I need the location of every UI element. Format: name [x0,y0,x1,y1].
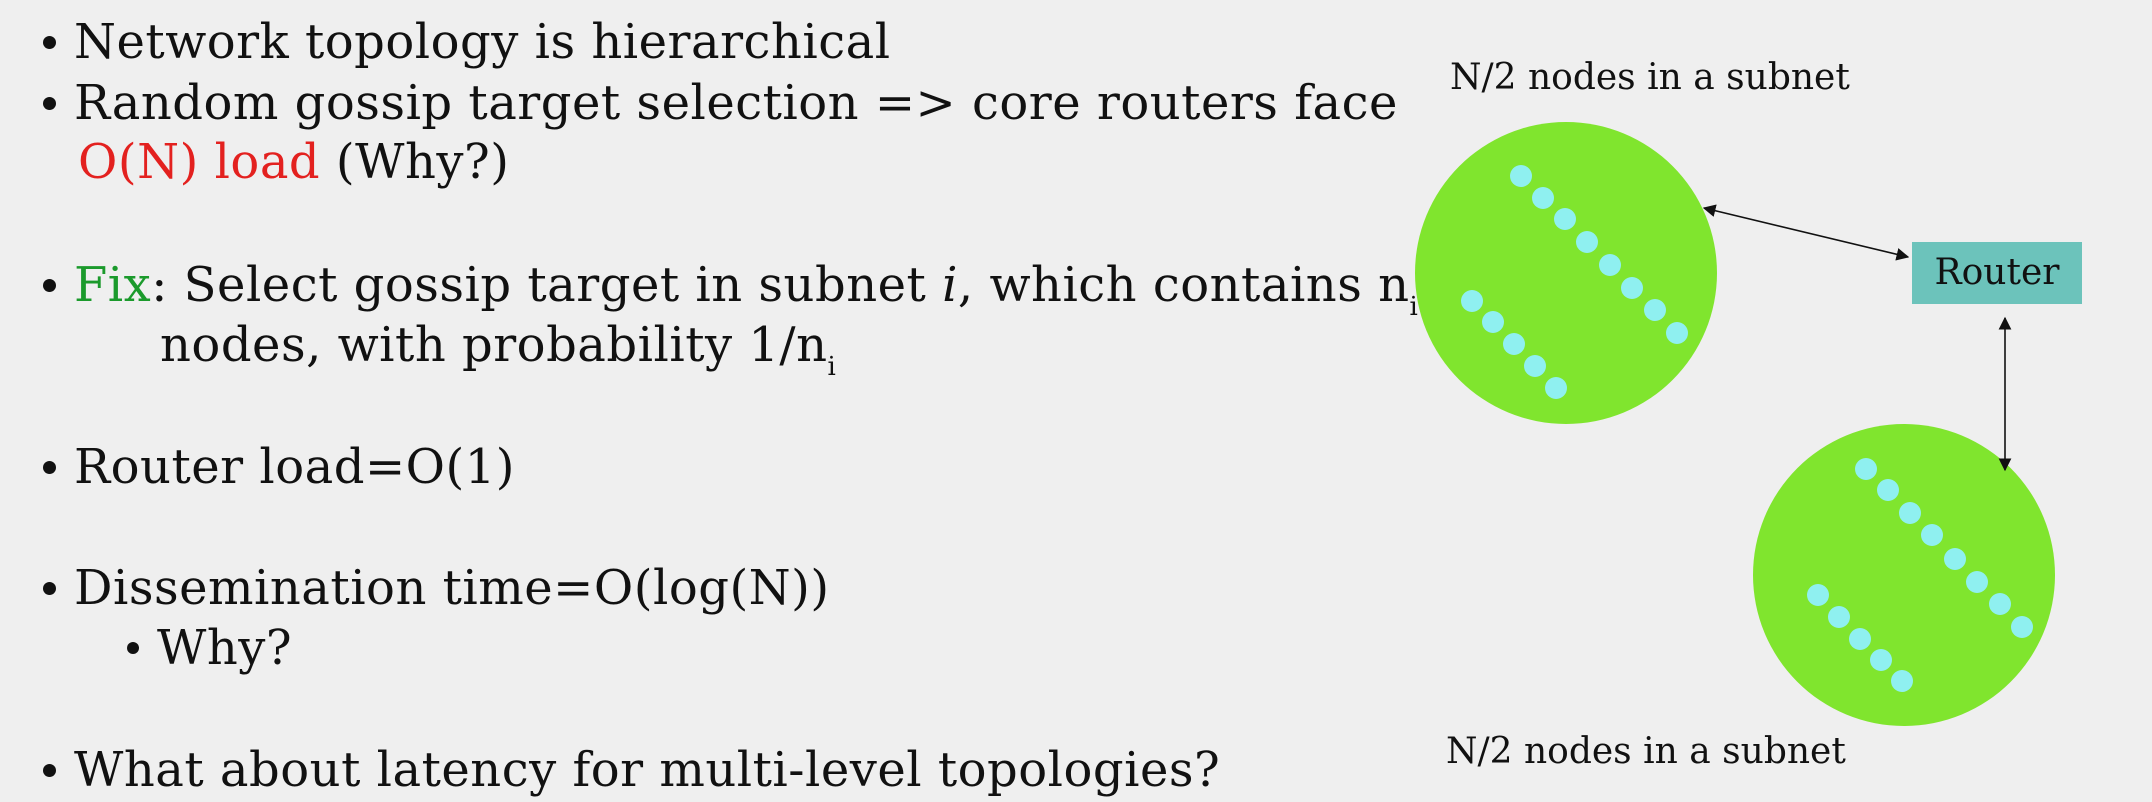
node [1576,231,1598,253]
bullet-dot [43,764,56,777]
node [1891,670,1913,692]
bullet-dot [43,461,56,474]
node [1828,606,1850,628]
node [1644,299,1666,321]
node [1849,628,1871,650]
node [1510,165,1532,187]
fix-line2-text: nodes, with probability 1/n [160,317,828,373]
node [1877,479,1899,501]
fix-line2-subscript: i [827,352,837,382]
node [1621,277,1643,299]
sub-bullet-dot [127,642,139,654]
bullet-random-gossip-cont: O(N) load (Why?) [78,132,509,192]
node [1666,322,1688,344]
on-load-highlight: O(N) load [78,134,321,190]
sub-bullet-why-text: Why? [157,620,293,676]
sub-bullet-why: Why? [157,618,292,678]
fix-highlight: Fix [74,257,152,313]
node [1482,311,1504,333]
node [1944,548,1966,570]
node [1899,502,1921,524]
bottom-subnet-nodes [1807,458,2033,692]
router-label: Router [1934,252,2060,293]
bullet-latency: What about latency for multi-level topol… [74,740,1220,800]
bullet-random-gossip-text: Random gossip target selection => core r… [74,75,1398,131]
top-subnet-nodes [1461,165,1688,399]
node [1532,187,1554,209]
node [1545,377,1567,399]
node [1599,254,1621,276]
bullet-topology: Network topology is hierarchical [74,12,891,72]
fix-subnet-i: i [942,257,958,313]
node [1807,584,1829,606]
latency-text: What about latency for multi-level topol… [74,742,1221,798]
bullet-topology-text: Network topology is hierarchical [74,14,891,70]
node [2011,616,2033,638]
router-load-text: Router load=O(1) [74,439,516,495]
bullet-dot [43,582,56,595]
bottom-subnet-caption: N/2 nodes in a subnet [1446,731,1846,772]
fix-text: : Select gossip target in subnet [151,257,943,313]
router-box: Router [1912,242,2082,304]
bullet-random-gossip: Random gossip target selection => core r… [74,73,1398,133]
fix-text-2: , which contains n [957,257,1410,313]
bullet-fix: Fix: Select gossip target in subnet i, w… [74,255,1418,337]
bullet-fix-cont: nodes, with probability 1/ni [160,315,836,397]
node [1870,649,1892,671]
why-text: (Why?) [320,134,510,190]
fix-subscript: i [1409,292,1419,322]
node [1989,593,2011,615]
bullet-dot [43,279,56,292]
bullet-list: Network topology is hierarchical Random … [43,12,1418,800]
node [1461,290,1483,312]
node [1855,458,1877,480]
bullet-dissemination: Dissemination time=O(log(N)) [74,558,830,618]
dissemination-text: Dissemination time=O(log(N)) [74,560,830,616]
bullet-dot [43,36,56,49]
node [1554,208,1576,230]
bullet-dot [43,97,56,110]
top-subnet-link-arrow [1702,204,1910,261]
node [1921,524,1943,546]
bullet-router-load: Router load=O(1) [74,437,515,497]
top-subnet-circle [1415,122,1717,424]
node [1524,355,1546,377]
bottom-subnet-circle [1753,424,2055,726]
node [1966,571,1988,593]
top-subnet-caption: N/2 nodes in a subnet [1450,57,1850,98]
node [1503,333,1525,355]
